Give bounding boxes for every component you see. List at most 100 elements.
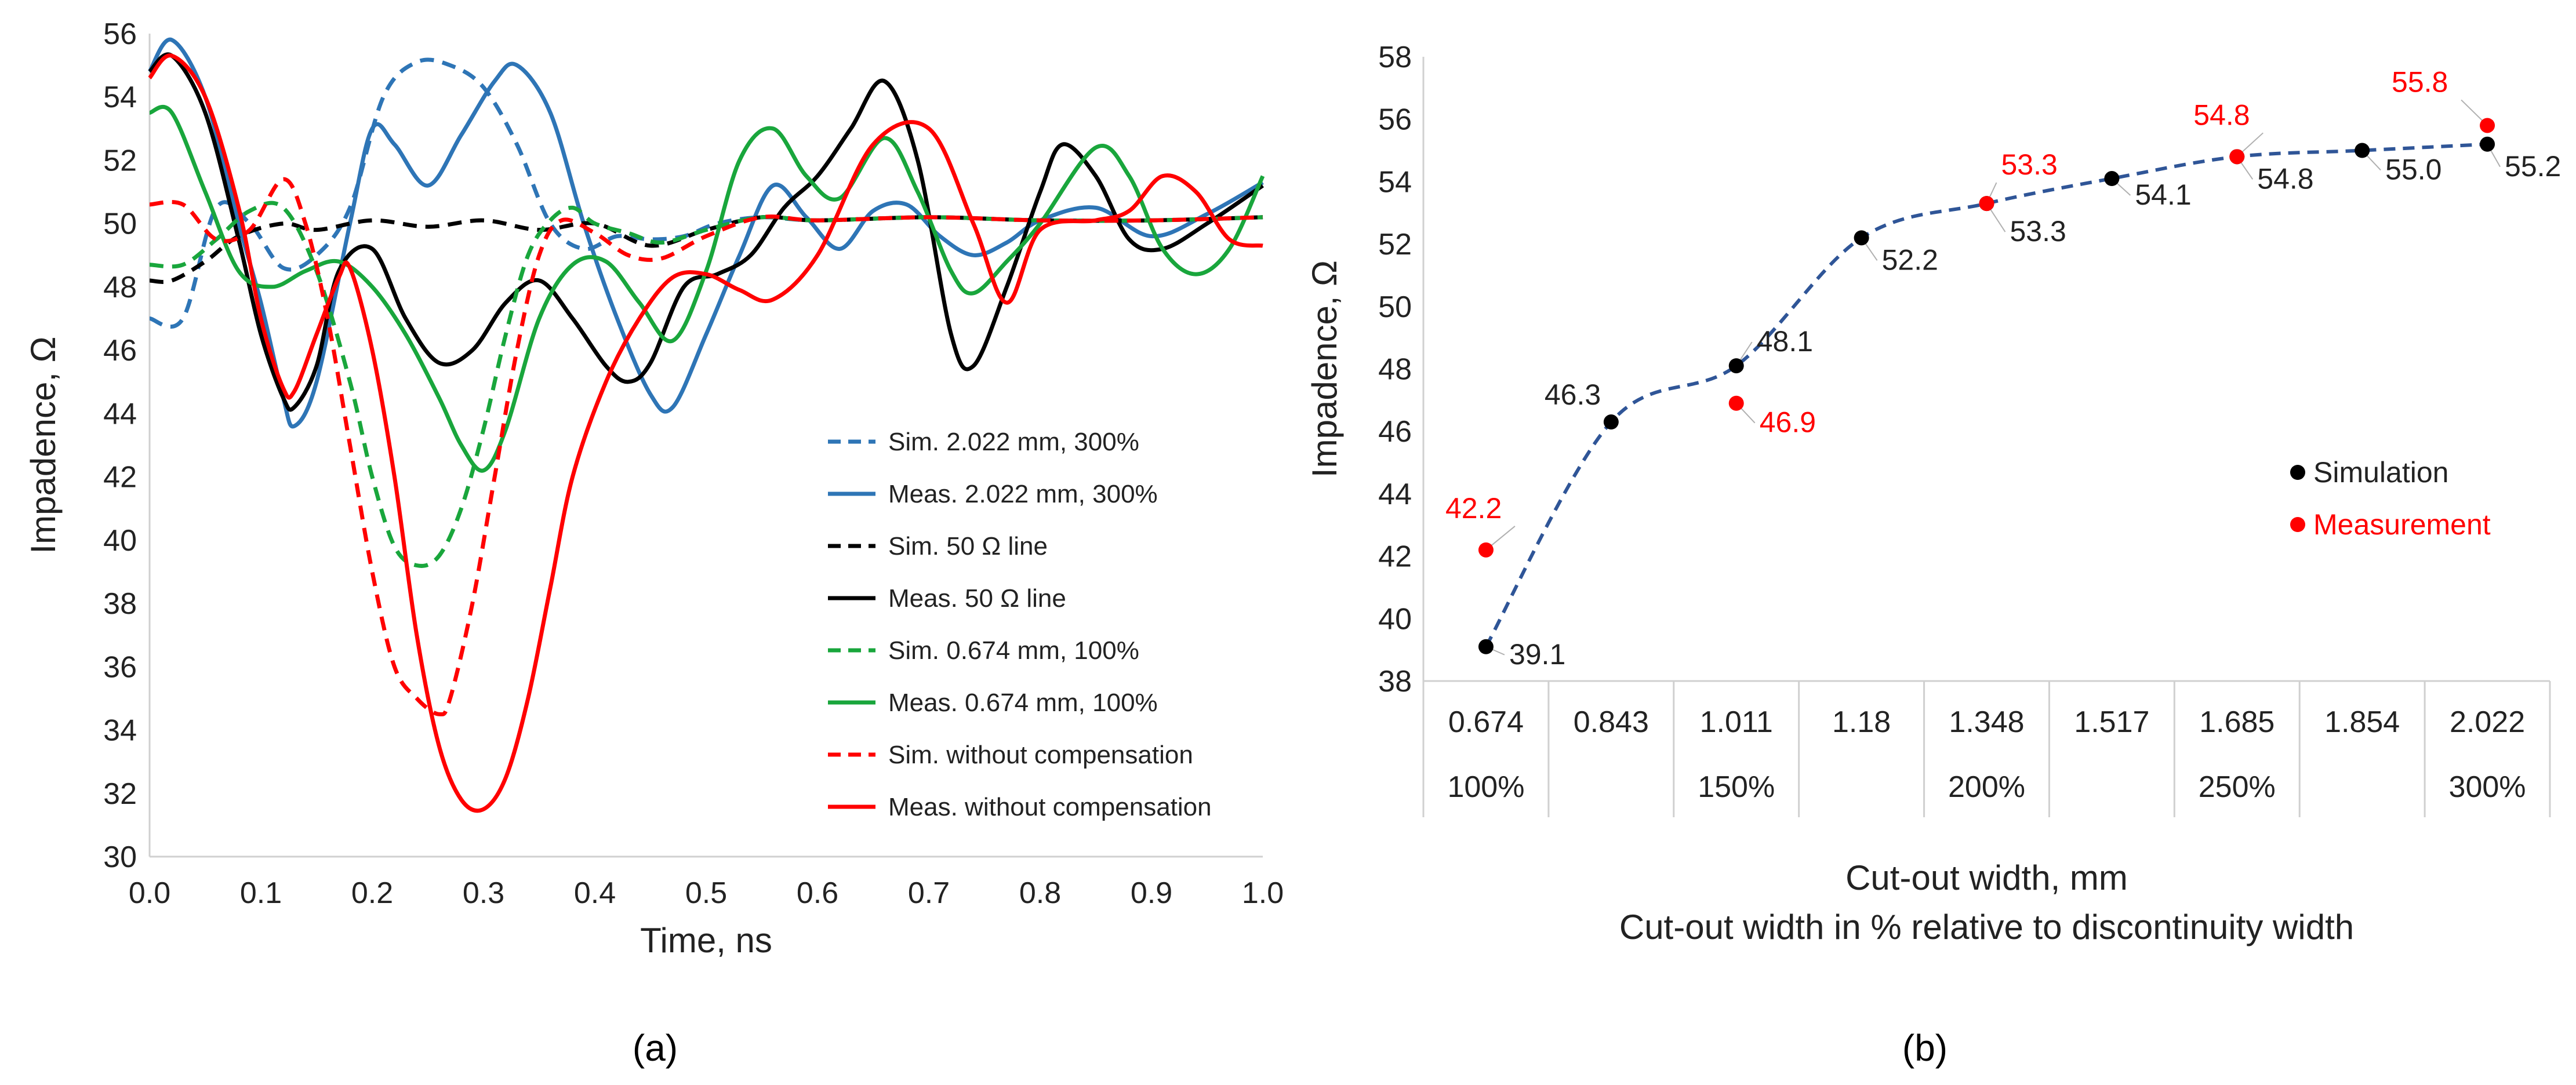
x-tick-label: 0.4	[574, 876, 616, 910]
x-tick-label: 1.011	[1700, 705, 1773, 739]
x-tick-label: 1.348	[1949, 705, 2024, 739]
y-tick-label: 52	[103, 144, 137, 177]
y-tick-label: 54	[1378, 165, 1412, 199]
y-axis-title: Impadence, Ω	[1305, 260, 1344, 478]
x-axis-title: Cut-out width, mm	[1845, 858, 2128, 897]
y-tick-label: 44	[1378, 478, 1412, 511]
x-tick-label: 0.6	[797, 876, 838, 910]
x-tick-label: 0.0	[129, 876, 170, 910]
x-axis-title-2: Cut-out width in % relative to discontin…	[1619, 908, 2354, 946]
series-line	[149, 57, 1263, 329]
x-tick-label: 0.843	[1574, 705, 1649, 739]
y-tick-label: 44	[103, 397, 137, 431]
measurement-value-label: 46.9	[1760, 406, 1816, 439]
legend-label: Sim. without compensation	[888, 741, 1193, 769]
panel-b-label: (b)	[1902, 1027, 1948, 1069]
x-percent-label: 250%	[2199, 770, 2276, 804]
legend-label: Sim. 0.674 mm, 100%	[888, 636, 1139, 665]
y-tick-label: 40	[103, 524, 137, 558]
measurement-value-label: 54.8	[2193, 99, 2250, 131]
y-tick-label: 38	[103, 587, 137, 621]
x-tick-label: 0.3	[463, 876, 504, 910]
x-percent-label: 200%	[1948, 770, 2025, 804]
x-tick-label: 0.5	[685, 876, 727, 910]
trendline	[1484, 142, 2488, 648]
x-tick-label: 1.854	[2324, 705, 2400, 739]
series-line	[147, 37, 1264, 429]
y-axis-title: Impadence, Ω	[24, 336, 63, 554]
measurement-point	[2480, 118, 2495, 133]
simulation-value-label: 55.2	[2505, 150, 2561, 183]
legend-label: Meas. without compensation	[888, 793, 1212, 821]
simulation-point	[1728, 358, 1744, 374]
measurement-point	[1478, 542, 1494, 558]
legend-label: Sim. 50 Ω line	[888, 532, 1048, 560]
x-tick-label: 2.022	[2450, 705, 2525, 739]
y-tick-label: 56	[103, 17, 137, 51]
series-line	[148, 52, 1264, 412]
y-tick-label: 56	[1378, 103, 1412, 137]
measurement-value-label: 53.3	[2001, 148, 2058, 181]
simulation-value-label: 39.1	[1509, 638, 1565, 671]
x-tick-label: 1.685	[2199, 705, 2275, 739]
series-line	[148, 105, 1265, 473]
legend-label: Meas. 2.022 mm, 300%	[888, 480, 1158, 508]
simulation-point	[2480, 136, 2495, 152]
x-tick-label: 1.517	[2074, 705, 2149, 739]
simulation-value-label: 54.1	[2135, 179, 2191, 211]
measurement-value-label: 55.8	[2392, 65, 2448, 98]
x-tick-label: 0.674	[1448, 705, 1524, 739]
legend-marker	[2290, 517, 2305, 532]
x-axis-title: Time, ns	[640, 921, 772, 960]
y-tick-label: 54	[103, 81, 137, 114]
legend-label: Simulation	[2313, 456, 2448, 489]
y-tick-label: 34	[103, 714, 137, 748]
x-percent-label: 150%	[1698, 770, 1775, 804]
y-tick-label: 46	[103, 334, 137, 367]
chart-b: 38 40 42 44 46 48 50 52 54 56 58 0.674 0.843 1.011 1.1…	[1305, 41, 2561, 946]
measurement-point	[1728, 395, 1744, 411]
simulation-value-label: 46.3	[1545, 378, 1601, 411]
x-tick-label: 0.2	[351, 876, 393, 910]
legend-label: Measurement	[2313, 508, 2491, 541]
simulation-point	[2355, 143, 2370, 158]
simulation-value-label: 54.8	[2257, 162, 2313, 195]
legend-label: Meas. 0.674 mm, 100%	[888, 689, 1158, 717]
simulation-value-label: 48.1	[1757, 325, 1813, 358]
simulation-value-label: 52.2	[1882, 243, 1938, 276]
legend-box	[818, 417, 1276, 843]
x-tick-label: 0.9	[1131, 876, 1172, 910]
y-tick-label: 38	[1378, 665, 1412, 698]
x-tick-label: 0.7	[908, 876, 950, 910]
y-tick-label: 46	[1378, 415, 1412, 449]
y-tick-label: 42	[1378, 540, 1412, 574]
x-tick-label: 0.8	[1019, 876, 1061, 910]
y-tick-label: 32	[103, 777, 137, 811]
chart-a: 30 32 34 36 38 40 42 44 46 48 50 52 54 56 0.0 0.1 0.2 0.3…	[24, 17, 1284, 960]
y-tick-label: 36	[103, 650, 137, 684]
x-tick-label: 0.1	[240, 876, 282, 910]
series-line	[148, 53, 1263, 813]
simulation-point	[1603, 414, 1619, 430]
y-tick-label: 58	[1378, 41, 1412, 74]
measurement-point	[2229, 149, 2245, 165]
measurement-value-label: 42.2	[1445, 492, 1502, 525]
x-percent-label: 300%	[2449, 770, 2526, 804]
y-tick-label: 42	[103, 461, 137, 494]
legend-label: Meas. 50 Ω line	[888, 584, 1066, 613]
panel-a-label: (a)	[633, 1027, 678, 1069]
legend-marker	[2290, 465, 2305, 480]
y-tick-label: 40	[1378, 602, 1412, 636]
simulation-value-label: 55.0	[2385, 154, 2441, 186]
y-tick-label: 48	[103, 271, 137, 304]
x-tick-label: 1.18	[1832, 705, 1891, 739]
x-tick-label: 1.0	[1242, 876, 1284, 910]
simulation-point	[1854, 230, 1869, 246]
y-tick-label: 30	[103, 840, 137, 874]
y-tick-label: 52	[1378, 228, 1412, 261]
x-percent-label: 100%	[1447, 770, 1524, 804]
simulation-point	[1478, 639, 1494, 654]
measurement-point	[1979, 196, 1994, 212]
y-tick-label: 50	[103, 207, 137, 241]
